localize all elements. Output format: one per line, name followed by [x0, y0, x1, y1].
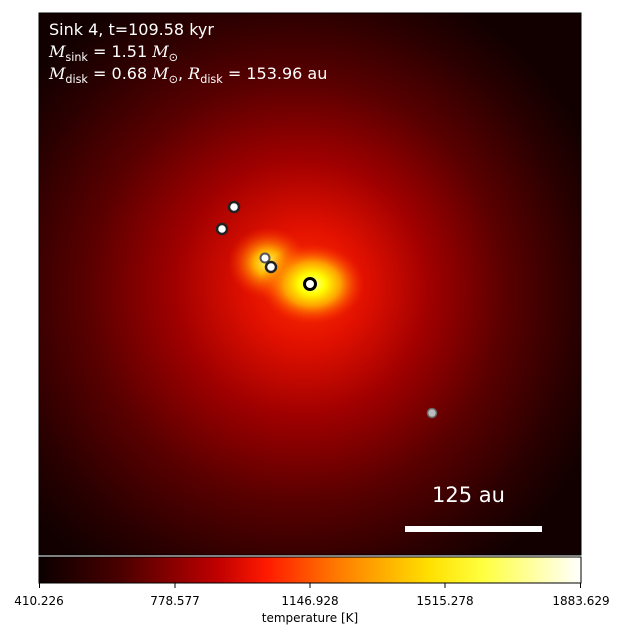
sink-mass-symbol: M [49, 42, 66, 61]
disk-properties-label: Mdisk = 0.68 M⊙, Rdisk = 153.96 au [49, 64, 328, 87]
sink-mass-label: Msink = 1.51 M⊙ [49, 42, 178, 64]
disk-mass-value: = 0.68 [93, 64, 148, 83]
sink-mass-value: = 1.51 [93, 42, 148, 61]
disk-radius-subscript: disk [200, 73, 223, 87]
sink-time-label: Sink 4, t=109.58 kyr [49, 20, 214, 39]
map-frame [38, 12, 582, 556]
colorbar-tick-label: 778.577 [150, 594, 200, 608]
scale-bar-label: 125 au [432, 483, 505, 507]
sink-mass-unit: M [152, 42, 169, 61]
colorbar-tick-label: 1146.928 [281, 594, 339, 608]
sink-mass-subscript: sink [65, 51, 88, 65]
disk-mass-unit: M [152, 64, 169, 83]
colorbar-label: temperature [K] [261, 611, 359, 625]
sink-marker [227, 200, 241, 214]
disk-radius-value: = 153.96 au [227, 64, 328, 83]
disk-radius-symbol: R [188, 64, 201, 83]
colorbar-gradient [38, 556, 582, 584]
colorbar-tick-label: 1883.629 [552, 594, 610, 608]
disk-mass-unit-sub: ⊙ [168, 73, 178, 87]
scale-bar [405, 526, 542, 532]
colorbar [38, 556, 582, 588]
sinks-layer [215, 200, 438, 419]
disk-mass-subscript: disk [65, 73, 88, 87]
sink-marker [264, 260, 278, 274]
sink-marker [426, 407, 438, 419]
map-panel [38, 12, 582, 556]
colorbar-tick-label: 1515.278 [416, 594, 474, 608]
sink-mass-unit-sub: ⊙ [168, 51, 178, 65]
colorbar-tick-label: 410.226 [14, 594, 64, 608]
sink-marker-primary [303, 277, 317, 291]
sink-marker [215, 222, 229, 236]
disk-mass-symbol: M [49, 64, 66, 83]
sink-marker [259, 252, 271, 264]
